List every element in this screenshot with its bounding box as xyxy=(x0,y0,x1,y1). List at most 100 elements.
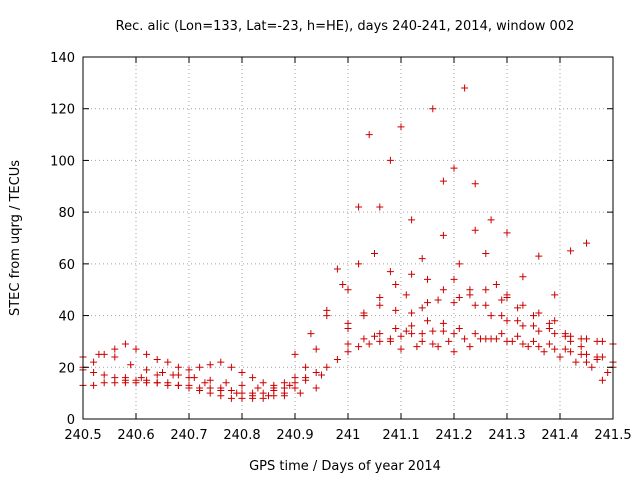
data-point xyxy=(185,374,193,382)
data-point xyxy=(439,327,447,335)
data-point xyxy=(201,379,209,387)
data-point xyxy=(132,379,140,387)
data-point xyxy=(127,361,135,369)
data-point xyxy=(535,252,543,260)
data-point xyxy=(429,105,437,113)
data-point xyxy=(567,337,575,345)
data-point xyxy=(169,371,177,379)
data-point xyxy=(482,250,490,258)
data-point xyxy=(227,387,235,395)
data-point xyxy=(551,317,559,325)
data-point xyxy=(392,281,400,289)
data-point xyxy=(143,350,151,358)
data-point xyxy=(545,340,553,348)
data-point xyxy=(519,301,527,309)
data-point xyxy=(402,327,410,335)
data-point xyxy=(583,239,590,247)
data-point xyxy=(551,291,559,299)
grid-lines xyxy=(83,57,613,419)
data-point xyxy=(450,330,458,338)
data-point xyxy=(360,335,368,343)
data-point xyxy=(222,379,230,387)
data-point xyxy=(386,156,394,164)
data-point xyxy=(593,356,601,364)
data-point xyxy=(424,299,431,307)
data-point xyxy=(302,363,310,371)
data-point xyxy=(540,348,548,356)
data-point xyxy=(498,296,506,304)
data-point xyxy=(535,327,543,335)
x-tick-label: 240.5 xyxy=(64,428,101,443)
data-point xyxy=(249,392,257,400)
data-point xyxy=(280,392,288,400)
data-point xyxy=(492,281,500,289)
data-point xyxy=(259,379,267,387)
data-point xyxy=(471,330,479,338)
data-point xyxy=(206,376,214,384)
data-point xyxy=(471,301,479,309)
data-point xyxy=(482,301,490,309)
data-point xyxy=(535,309,543,317)
data-point xyxy=(344,348,352,356)
data-point xyxy=(530,322,537,330)
data-point xyxy=(174,363,182,371)
data-point xyxy=(323,363,331,371)
data-point xyxy=(450,164,458,172)
data-point xyxy=(307,330,315,338)
data-point xyxy=(455,293,463,301)
data-point xyxy=(121,340,129,348)
data-point xyxy=(164,381,172,389)
data-point xyxy=(561,332,569,340)
data-point xyxy=(143,379,151,387)
x-tick-label: 240.9 xyxy=(276,428,313,443)
data-point xyxy=(153,356,161,364)
data-point xyxy=(434,343,442,351)
data-point xyxy=(455,325,463,332)
data-point xyxy=(392,325,400,332)
data-point xyxy=(174,381,182,389)
data-point xyxy=(604,368,612,376)
data-point xyxy=(397,332,405,340)
y-tick-label: 100 xyxy=(50,154,75,169)
data-point xyxy=(514,304,522,312)
data-point xyxy=(561,345,569,353)
data-point xyxy=(418,304,426,312)
data-point xyxy=(376,301,384,309)
data-point xyxy=(365,131,373,139)
y-tick-label: 40 xyxy=(58,310,75,325)
data-point xyxy=(583,335,590,343)
x-axis-label: GPS time / Days of year 2014 xyxy=(249,459,441,474)
y-tick-label: 120 xyxy=(50,103,75,118)
data-point xyxy=(111,379,119,387)
data-point xyxy=(530,312,537,320)
data-point xyxy=(217,358,225,366)
data-point xyxy=(408,216,416,224)
data-point xyxy=(503,229,511,237)
data-point xyxy=(397,345,405,353)
data-point xyxy=(238,394,246,402)
data-point xyxy=(286,381,294,389)
data-point xyxy=(408,322,416,330)
data-point xyxy=(254,384,262,392)
data-point xyxy=(466,343,474,351)
data-point xyxy=(344,286,352,294)
y-tick-label: 60 xyxy=(58,258,75,273)
data-point xyxy=(312,368,320,376)
data-point xyxy=(418,337,426,345)
y-tick-label: 0 xyxy=(67,413,75,428)
data-point xyxy=(217,392,225,400)
data-point xyxy=(487,216,495,224)
data-point xyxy=(355,203,363,211)
data-point xyxy=(376,337,384,345)
data-point xyxy=(471,180,479,188)
data-point xyxy=(503,293,511,301)
data-point xyxy=(164,358,172,366)
x-tick-label: 240.7 xyxy=(170,428,207,443)
data-point xyxy=(270,384,278,392)
data-point xyxy=(551,345,559,353)
data-point xyxy=(408,309,416,317)
data-point xyxy=(461,84,469,92)
data-point xyxy=(482,335,490,343)
data-point xyxy=(572,358,580,366)
data-point xyxy=(185,366,193,374)
